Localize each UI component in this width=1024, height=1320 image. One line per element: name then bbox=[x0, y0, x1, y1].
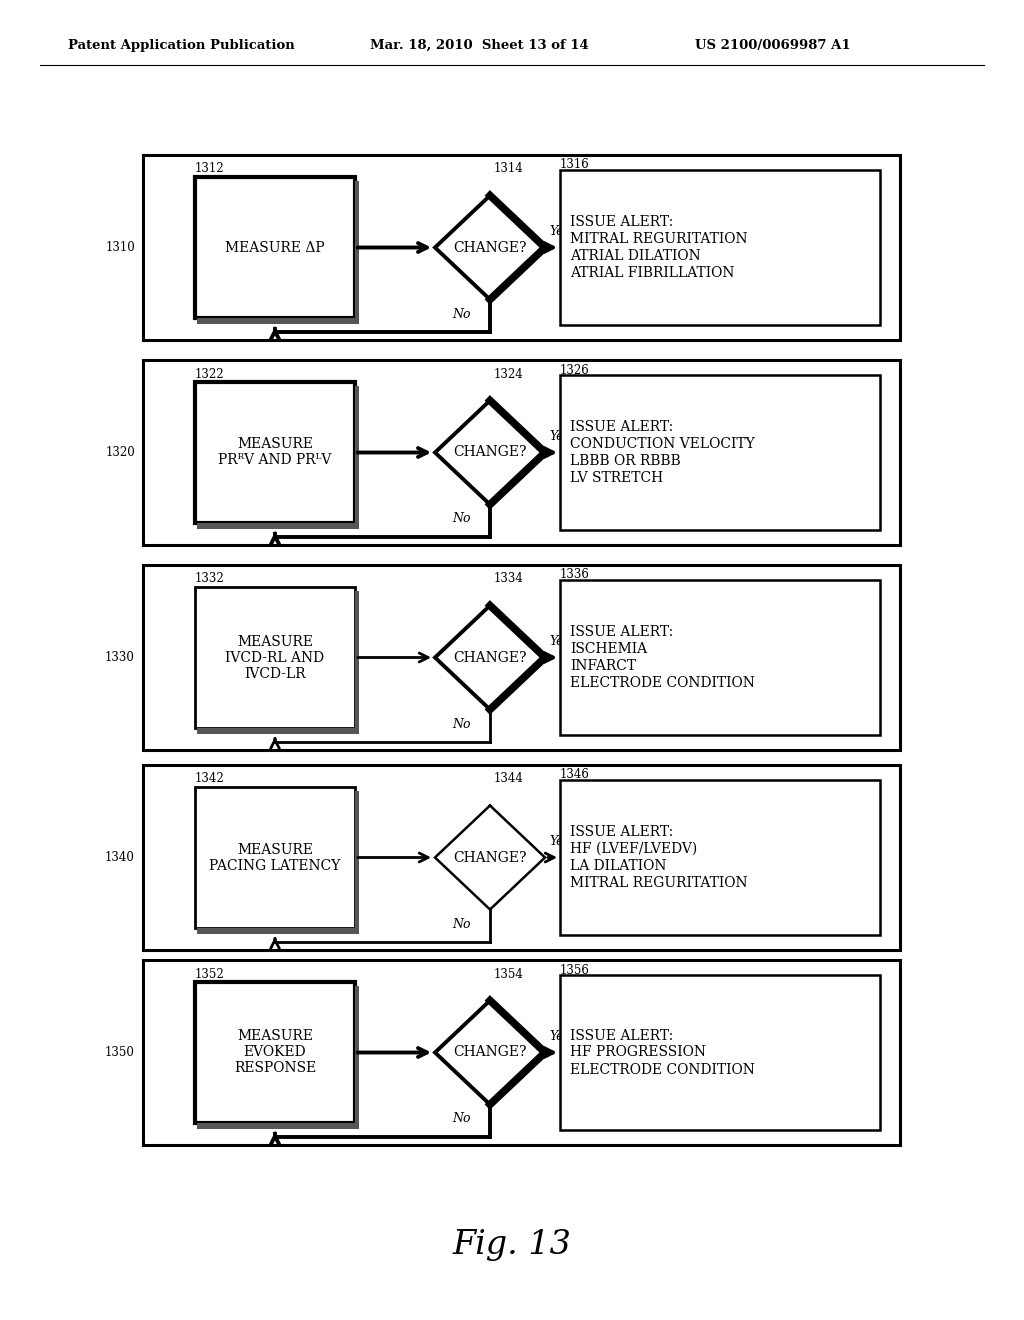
Bar bbox=[195, 787, 355, 928]
Bar bbox=[560, 375, 880, 531]
Bar bbox=[197, 523, 359, 529]
Text: 1336: 1336 bbox=[560, 569, 590, 582]
Text: ISSUE ALERT:: ISSUE ALERT: bbox=[570, 1028, 673, 1043]
Text: CONDUCTION VELOCITY: CONDUCTION VELOCITY bbox=[570, 437, 755, 451]
Bar bbox=[560, 170, 880, 325]
Text: LBBB OR RBBB: LBBB OR RBBB bbox=[570, 454, 681, 469]
Text: 1332: 1332 bbox=[195, 573, 224, 586]
Text: No: No bbox=[452, 718, 470, 730]
Text: 1352: 1352 bbox=[195, 968, 224, 981]
Bar bbox=[195, 381, 355, 523]
Text: 1310: 1310 bbox=[105, 242, 135, 253]
Text: 1350: 1350 bbox=[105, 1045, 135, 1059]
Text: 1324: 1324 bbox=[494, 367, 523, 380]
Bar bbox=[197, 928, 359, 935]
Text: CHANGE?: CHANGE? bbox=[454, 240, 526, 255]
Text: Fig. 13: Fig. 13 bbox=[453, 1229, 571, 1261]
Text: HF PROGRESSION: HF PROGRESSION bbox=[570, 1045, 706, 1060]
Text: Yes: Yes bbox=[549, 635, 570, 648]
Text: US 2100/0069987 A1: US 2100/0069987 A1 bbox=[695, 38, 851, 51]
Text: ELECTRODE CONDITION: ELECTRODE CONDITION bbox=[570, 676, 755, 690]
Text: HF (LVEF/LVEDV): HF (LVEF/LVEDV) bbox=[570, 842, 697, 855]
Text: 1340: 1340 bbox=[105, 851, 135, 865]
Text: MEASURE: MEASURE bbox=[237, 842, 313, 857]
Bar bbox=[143, 154, 900, 341]
Text: Yes: Yes bbox=[549, 224, 570, 238]
Text: No: No bbox=[452, 1113, 470, 1126]
Text: ELECTRODE CONDITION: ELECTRODE CONDITION bbox=[570, 1063, 755, 1077]
Bar bbox=[355, 986, 359, 1129]
Text: No: No bbox=[452, 512, 470, 525]
Text: 1334: 1334 bbox=[494, 573, 524, 586]
Text: LA DILATION: LA DILATION bbox=[570, 859, 667, 873]
Text: MEASURE: MEASURE bbox=[237, 635, 313, 648]
Text: INFARCT: INFARCT bbox=[570, 659, 636, 673]
Text: Yes: Yes bbox=[549, 836, 570, 847]
Text: ISSUE ALERT:: ISSUE ALERT: bbox=[570, 420, 673, 434]
Bar bbox=[195, 587, 355, 729]
Text: ATRIAL DILATION: ATRIAL DILATION bbox=[570, 249, 700, 263]
Text: 1330: 1330 bbox=[105, 651, 135, 664]
Text: ISSUE ALERT:: ISSUE ALERT: bbox=[570, 215, 673, 228]
Text: 1314: 1314 bbox=[494, 162, 523, 176]
Text: PRᴿV AND PRᴸV: PRᴿV AND PRᴸV bbox=[218, 454, 332, 467]
Bar bbox=[560, 975, 880, 1130]
Text: No: No bbox=[452, 308, 470, 321]
Text: Yes: Yes bbox=[549, 430, 570, 444]
Text: MITRAL REGURITATION: MITRAL REGURITATION bbox=[570, 876, 748, 890]
Bar bbox=[143, 565, 900, 750]
Text: 1326: 1326 bbox=[560, 363, 590, 376]
Text: 1322: 1322 bbox=[195, 367, 224, 380]
Bar bbox=[195, 177, 355, 318]
Text: IVCD-RL AND: IVCD-RL AND bbox=[225, 651, 325, 664]
Bar bbox=[143, 960, 900, 1144]
Text: 1312: 1312 bbox=[195, 162, 224, 176]
Text: 1316: 1316 bbox=[560, 158, 590, 172]
Bar bbox=[355, 385, 359, 529]
Text: CHANGE?: CHANGE? bbox=[454, 446, 526, 459]
Text: MEASURE ΔP: MEASURE ΔP bbox=[225, 240, 325, 255]
Bar bbox=[355, 791, 359, 935]
Text: Yes: Yes bbox=[549, 1030, 570, 1043]
Text: EVOKED: EVOKED bbox=[244, 1045, 306, 1060]
Text: MEASURE: MEASURE bbox=[237, 1030, 313, 1044]
Text: PACING LATENCY: PACING LATENCY bbox=[209, 858, 341, 873]
Text: 1342: 1342 bbox=[195, 772, 224, 785]
Text: CHANGE?: CHANGE? bbox=[454, 850, 526, 865]
Text: 1320: 1320 bbox=[105, 446, 135, 459]
Text: ISSUE ALERT:: ISSUE ALERT: bbox=[570, 825, 673, 840]
Bar bbox=[143, 360, 900, 545]
Text: 1354: 1354 bbox=[494, 968, 524, 981]
Text: 1346: 1346 bbox=[560, 768, 590, 781]
Text: Mar. 18, 2010  Sheet 13 of 14: Mar. 18, 2010 Sheet 13 of 14 bbox=[370, 38, 589, 51]
Bar bbox=[355, 181, 359, 323]
Bar bbox=[560, 579, 880, 735]
Bar bbox=[197, 1123, 359, 1129]
Text: RESPONSE: RESPONSE bbox=[233, 1061, 316, 1076]
Text: LV STRETCH: LV STRETCH bbox=[570, 471, 664, 484]
Text: No: No bbox=[452, 917, 470, 931]
Bar bbox=[355, 591, 359, 734]
Text: Patent Application Publication: Patent Application Publication bbox=[68, 38, 295, 51]
Text: ATRIAL FIBRILLATION: ATRIAL FIBRILLATION bbox=[570, 267, 734, 280]
Text: 1356: 1356 bbox=[560, 964, 590, 977]
Text: MEASURE: MEASURE bbox=[237, 437, 313, 451]
Text: MITRAL REGURITATION: MITRAL REGURITATION bbox=[570, 232, 748, 246]
Text: CHANGE?: CHANGE? bbox=[454, 651, 526, 664]
Bar bbox=[143, 766, 900, 950]
Text: 1344: 1344 bbox=[494, 772, 524, 785]
Text: IVCD-LR: IVCD-LR bbox=[244, 667, 306, 681]
Bar bbox=[197, 729, 359, 734]
Bar bbox=[195, 982, 355, 1123]
Text: CHANGE?: CHANGE? bbox=[454, 1045, 526, 1060]
Text: ISSUE ALERT:: ISSUE ALERT: bbox=[570, 624, 673, 639]
Bar bbox=[560, 780, 880, 935]
Text: ISCHEMIA: ISCHEMIA bbox=[570, 642, 647, 656]
Bar bbox=[197, 318, 359, 323]
